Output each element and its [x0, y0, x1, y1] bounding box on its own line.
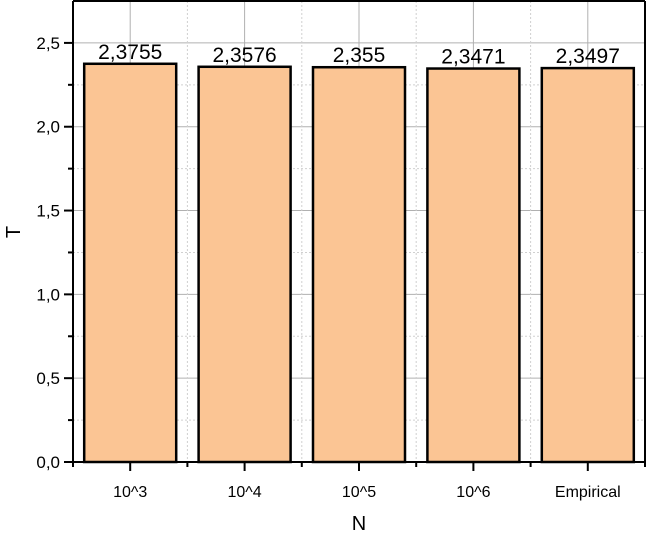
x-tick-label: 10^6 [456, 484, 490, 501]
bar [197, 65, 292, 464]
data-label: 2,3471 [441, 46, 505, 69]
y-tick-label: 0,5 [36, 369, 60, 388]
bar [540, 66, 636, 464]
bar [82, 62, 178, 464]
y-tick-label: 1,0 [36, 285, 60, 304]
x-tick-label: 10^5 [342, 484, 376, 501]
x-tick-label: 10^4 [227, 484, 261, 501]
data-label: 2,355 [333, 44, 386, 67]
data-label: 2,3755 [98, 41, 162, 64]
data-label: 2,3576 [212, 44, 276, 67]
bars: 2,3755 2,3576 2,355 2,3471 2,3497 [82, 41, 636, 464]
y-tick-label: 2,0 [36, 118, 60, 137]
x-tick-label: 10^3 [113, 484, 147, 501]
y-axis-label: T [3, 226, 25, 238]
y-tick-label: 0,0 [36, 453, 60, 472]
axes: 0,0 0,5 1,0 1,5 2,0 2,5 10^3 10^4 10^5 10^6 Empiri… [36, 0, 646, 501]
data-label: 2,3497 [556, 45, 620, 68]
bar [426, 67, 521, 464]
x-tick-label: Empirical [555, 484, 621, 501]
x-axis-label: N [352, 513, 366, 535]
y-tick-label: 1,5 [36, 202, 60, 221]
y-tick-label: 2,5 [36, 34, 60, 53]
bar [311, 65, 407, 464]
